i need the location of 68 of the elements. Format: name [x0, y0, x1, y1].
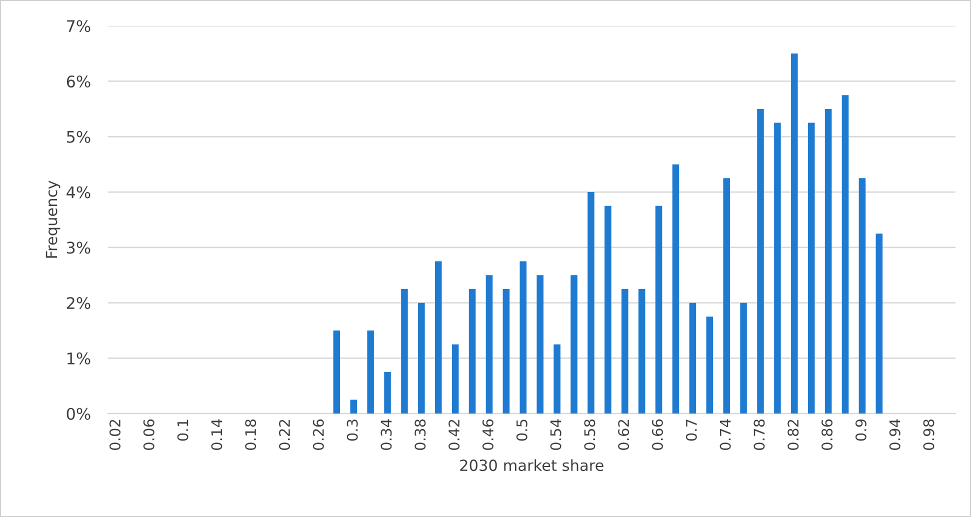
bar	[384, 372, 391, 414]
bar	[757, 108, 764, 414]
x-tick-label: 0.18	[245, 419, 256, 450]
bar	[638, 288, 646, 414]
bar	[367, 330, 374, 414]
x-tick-label: 0.06	[143, 419, 154, 450]
bar	[468, 288, 476, 414]
y-tick-label: 1%	[68, 352, 90, 364]
bar	[588, 192, 594, 414]
y-tick-label: 3%	[66, 242, 90, 254]
bar	[842, 95, 849, 414]
bar	[536, 275, 544, 414]
bar	[791, 54, 798, 414]
x-tick-label: 0.42	[448, 420, 460, 450]
bar	[452, 344, 459, 414]
bar	[520, 261, 527, 414]
x-tick-label: 0.62	[618, 420, 630, 450]
x-tick-label: 0.3	[346, 420, 358, 441]
x-tick-label: 0.14	[211, 419, 222, 450]
bar	[554, 344, 560, 414]
x-axis-title: 2030 market share	[460, 459, 604, 472]
x-tick-label: 0.9	[855, 419, 866, 441]
bar	[655, 206, 662, 414]
x-tick-label: 0.5	[516, 420, 528, 441]
bar	[350, 400, 357, 414]
x-tick-label: 0.22	[278, 420, 290, 450]
x-tick-label: 0.94	[889, 419, 900, 450]
x-tick-label: 0.02	[109, 420, 120, 450]
bar	[740, 302, 747, 414]
bar	[706, 316, 714, 414]
x-tick-label: 0.7	[686, 420, 697, 441]
y-tick-label: 7%	[67, 20, 90, 32]
bar	[824, 108, 832, 414]
x-tick-label: 0.82	[788, 420, 799, 450]
bar	[434, 261, 442, 414]
x-tick-label: 0.58	[584, 419, 596, 450]
y-tick-label: 4%	[66, 186, 90, 198]
x-tick-label: 0.98	[923, 419, 934, 450]
y-tick-label: 2%	[66, 297, 90, 310]
bar	[418, 302, 425, 414]
bar	[774, 122, 781, 414]
bar	[486, 275, 493, 414]
x-tick-label: 0.34	[380, 419, 392, 450]
x-tick-label: 0.78	[754, 419, 765, 450]
bar	[621, 288, 628, 414]
y-tick-label: 5%	[67, 130, 90, 143]
bar	[672, 164, 680, 414]
bar	[604, 206, 612, 414]
bar	[876, 234, 883, 414]
bar	[858, 178, 866, 414]
y-tick-label: 6%	[66, 75, 90, 88]
bar	[808, 122, 815, 414]
bar	[333, 330, 340, 414]
bar	[570, 275, 578, 414]
x-tick-label: 0.46	[482, 419, 494, 450]
x-tick-label: 0.74	[720, 419, 731, 450]
x-tick-label: 0.54	[550, 419, 562, 450]
y-tick-label: 0%	[66, 408, 90, 420]
y-axis-title: Frequency	[46, 180, 60, 258]
x-tick-label: 0.26	[312, 419, 324, 450]
x-tick-label: 0.86	[822, 419, 833, 450]
x-tick-label: 0.38	[414, 419, 426, 450]
bar	[401, 288, 408, 414]
bar	[502, 288, 510, 414]
bar	[689, 302, 696, 414]
x-tick-label: 0.66	[652, 419, 664, 450]
x-tick-label: 0.1	[177, 420, 188, 441]
bar	[723, 178, 730, 414]
